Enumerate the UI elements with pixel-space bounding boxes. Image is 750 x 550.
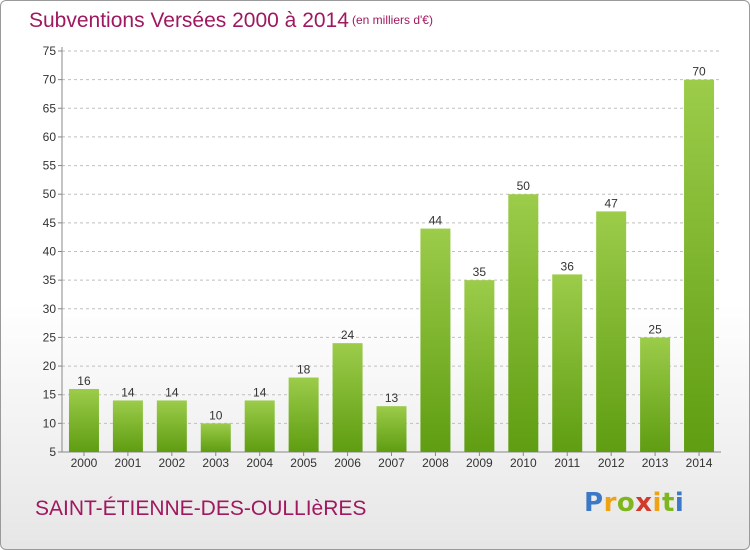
bar-2009	[464, 280, 495, 452]
bar-2004	[244, 400, 275, 452]
y-tick-label: 25	[43, 330, 57, 344]
y-tick-label: 30	[43, 302, 57, 316]
y-tick-label: 60	[43, 130, 57, 144]
bar-value-label: 14	[165, 385, 179, 399]
bar-value-label: 14	[121, 385, 135, 399]
bar-2003	[200, 423, 231, 452]
y-tick-label: 75	[43, 44, 57, 58]
x-tick-label: 2012	[598, 456, 625, 470]
y-tick-label: 5	[49, 445, 56, 459]
y-tick-label: 65	[43, 101, 57, 115]
x-tick-label: 2004	[246, 456, 273, 470]
bar-2011	[552, 274, 583, 452]
bar-value-label: 16	[77, 374, 91, 388]
x-tick-label: 2010	[510, 456, 537, 470]
bar-value-label: 24	[341, 328, 355, 342]
x-tick-label: 2011	[554, 456, 580, 470]
bar-value-label: 14	[253, 385, 267, 399]
y-tick-label: 55	[43, 159, 57, 173]
x-tick-label: 2000	[71, 456, 98, 470]
bar-2005	[288, 377, 319, 452]
commune-name: SAINT-ÉTIENNE-DES-OULLIèRES	[35, 497, 367, 520]
bar-value-label: 70	[692, 65, 706, 79]
labels: 5 10 15 20 25 30 35 40 45 50 55 60 65 70 75 16 2000 14 200…	[43, 44, 713, 470]
bar-2002	[156, 400, 187, 452]
bar-2013	[640, 337, 671, 452]
bar-2014	[684, 79, 715, 453]
bar-value-label: 50	[517, 179, 531, 193]
y-tick-label: 35	[43, 273, 57, 287]
x-tick-label: 2008	[422, 456, 449, 470]
bar-chart: 5 10 15 20 25 30 35 40 45 50 55 60 65 70 75 16 2000 14 200…	[43, 44, 721, 470]
bar-value-label: 18	[297, 363, 311, 377]
bar-2006	[332, 343, 363, 452]
bar-2008	[420, 228, 451, 452]
chart-title: Subventions Versées 2000 à 2014	[29, 9, 349, 32]
y-tick-label: 40	[43, 245, 57, 259]
bar-2012	[596, 211, 627, 452]
bar-value-label: 13	[385, 391, 399, 405]
bar-value-label: 44	[429, 214, 443, 228]
bar-2001	[112, 400, 143, 452]
y-tick-label: 70	[43, 73, 57, 87]
y-tick-label: 10	[43, 416, 57, 430]
x-tick-label: 2002	[158, 456, 185, 470]
y-tick-label: 15	[43, 388, 57, 402]
bar-value-label: 25	[648, 322, 662, 336]
bar-value-label: 10	[209, 408, 223, 422]
x-tick-label: 2003	[202, 456, 229, 470]
bar-value-label: 35	[473, 265, 487, 279]
bar-2010	[508, 194, 539, 452]
chart-unit-note: (en milliers d'€)	[352, 13, 433, 27]
x-tick-label: 2001	[115, 456, 142, 470]
bar-2000	[68, 388, 99, 452]
x-tick-label: 2007	[378, 456, 405, 470]
x-tick-label: 2005	[290, 456, 317, 470]
proxiti-logo: Proxiti	[584, 488, 685, 518]
bar-2007	[376, 406, 407, 452]
x-tick-label: 2014	[686, 456, 713, 470]
x-tick-label: 2009	[466, 456, 493, 470]
bars	[68, 79, 715, 453]
y-tick-label: 20	[43, 359, 57, 373]
x-tick-label: 2006	[334, 456, 361, 470]
x-tick-label: 2013	[642, 456, 669, 470]
bar-value-label: 36	[561, 259, 575, 273]
y-tick-label: 50	[43, 187, 57, 201]
bar-value-label: 47	[604, 196, 618, 210]
y-tick-label: 45	[43, 216, 57, 230]
